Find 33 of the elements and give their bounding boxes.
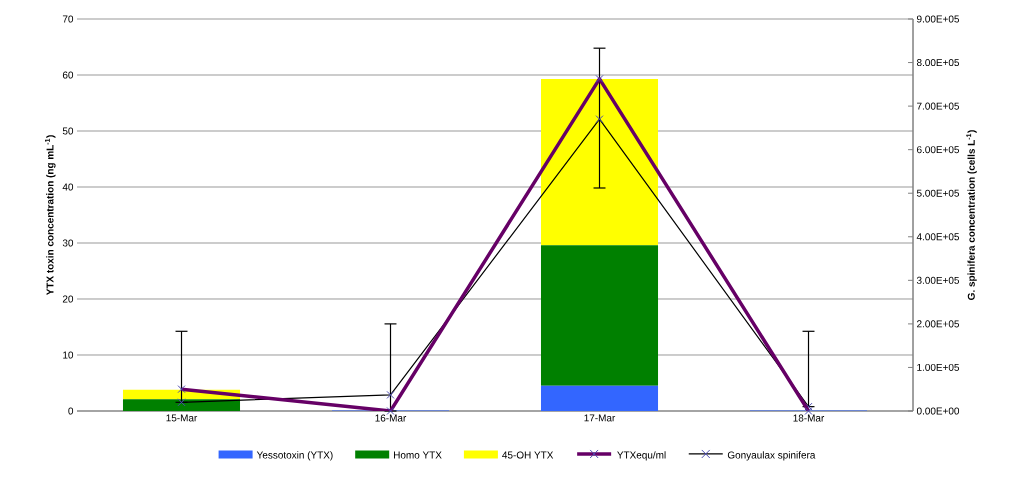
- x-tick-label: 17-Mar: [584, 414, 616, 422]
- y-tick-label: 30: [62, 239, 74, 247]
- x-tick-label: 15-Mar: [166, 414, 198, 422]
- bar: [540, 78, 659, 246]
- bar: [122, 399, 241, 411]
- y-tick-label: 10: [63, 351, 74, 359]
- y2-tick-label: 8.00E+05: [916, 59, 960, 67]
- y2-tick-label: 3.00E+05: [916, 276, 960, 284]
- legend-label: Homo YTX: [394, 451, 442, 459]
- bar: [540, 385, 659, 411]
- y-tick-label: 40: [62, 183, 74, 191]
- y2-axis-title: G. spinifera concentration (cells L$^{-1}$): [966, 130, 977, 300]
- y-tick-label: 0: [68, 407, 74, 415]
- y2-tick-label: 6.00E+05: [917, 146, 960, 154]
- y-tick-label: 50: [62, 127, 74, 135]
- y2-tick-label: 4.00E+05: [916, 233, 960, 241]
- y2-tick-label: 0.00E+00: [916, 407, 960, 415]
- y2-tick-label: 9.00E+05: [917, 15, 960, 23]
- legend-label: YTXequ/ml: [617, 451, 666, 461]
- legend-label: 45-OH YTX: [502, 451, 554, 459]
- legend-label: Yessotoxin (YTX): [256, 451, 333, 461]
- y-tick-label: 60: [62, 71, 74, 79]
- x-tick-label: 16-Mar: [375, 414, 407, 422]
- y2-tick-label: 2.00E+05: [917, 320, 960, 328]
- y-axis-title: YTX toxin concentration (ng mL$^{-1}$): [45, 135, 56, 296]
- y2-tick-label: 1.00E+05: [917, 363, 960, 371]
- bar: [540, 245, 659, 386]
- y-tick-label: 70: [62, 15, 74, 23]
- x-tick-label: 18-Mar: [793, 414, 825, 422]
- y2-tick-label: 7.00E+05: [917, 102, 960, 110]
- legend-label: Gonyaulax spinifera: [727, 451, 816, 461]
- y-tick-label: 20: [62, 295, 74, 303]
- y2-tick-label: 5.00E+05: [916, 189, 960, 197]
